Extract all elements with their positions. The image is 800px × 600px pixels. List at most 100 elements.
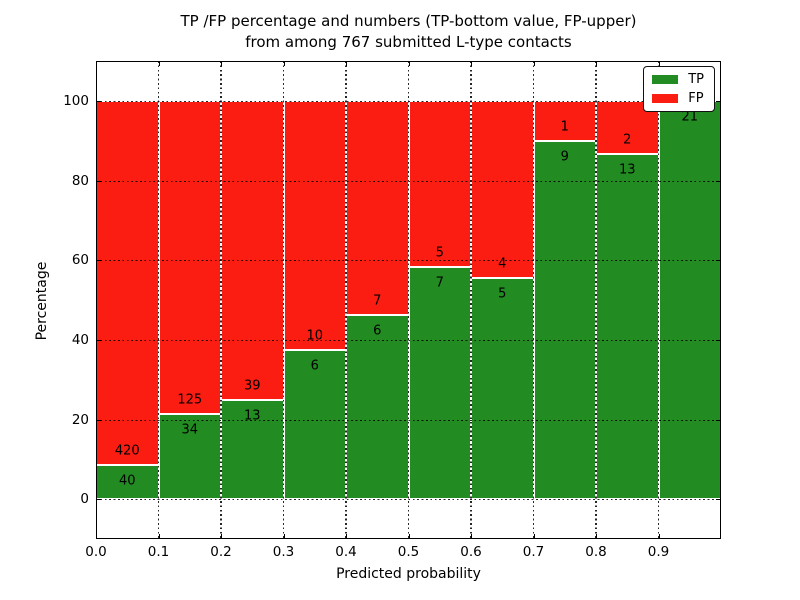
legend-label: FP xyxy=(688,91,704,106)
bar-count-label-fp: 125 xyxy=(177,392,203,408)
bar-count-label-fp: 10 xyxy=(306,328,324,344)
x-tick-mark xyxy=(596,61,598,66)
y-tick-label: 100 xyxy=(63,92,89,109)
gridline-vertical xyxy=(595,61,597,539)
x-tick-label: 0.6 xyxy=(460,544,482,560)
y-tick-label: 80 xyxy=(71,172,89,189)
bar-segment-tp xyxy=(158,413,221,500)
x-tick-mark xyxy=(596,534,598,539)
bar-count-label-tp: 21 xyxy=(681,109,699,125)
bar-count-label-fp: 1 xyxy=(560,119,569,135)
y-tick-label: 0 xyxy=(80,491,89,508)
bar-count-label-fp: 5 xyxy=(435,245,444,261)
x-tick-label: 0.9 xyxy=(647,544,670,560)
y-tick-mark xyxy=(96,339,101,342)
bar-segment-tp xyxy=(471,277,534,500)
bar-count-label-tp: 9 xyxy=(560,149,569,165)
x-tick-mark xyxy=(346,61,348,66)
gridline-vertical xyxy=(345,61,347,539)
x-tick-mark xyxy=(221,61,223,66)
bar-count-label-tp: 6 xyxy=(310,358,319,374)
bar-count-label-tp: 5 xyxy=(498,286,507,302)
chart-title: TP /FP percentage and numbers (TP-bottom… xyxy=(96,11,721,53)
x-tick-mark xyxy=(221,534,223,539)
x-tick-label: 0.0 xyxy=(85,544,107,560)
bar-segment-fp xyxy=(158,100,221,414)
bar-count-label-fp: 7 xyxy=(373,293,382,309)
y-tick-mark xyxy=(96,180,101,182)
x-tick-mark xyxy=(283,61,285,66)
y-tick-mark xyxy=(716,499,721,501)
y-tick-label: 40 xyxy=(71,331,89,348)
plot-area: 420 40 125 34 39 13 10 6 7 6 5 7 4 5 1 9 2 13 21 TP FP xyxy=(96,61,721,539)
bar-count-label-tp: 34 xyxy=(181,422,199,438)
gridline-vertical xyxy=(220,61,222,539)
x-tick-label: 0.2 xyxy=(210,544,232,560)
x-tick-mark xyxy=(346,534,348,539)
y-tick-mark xyxy=(96,260,101,262)
x-tick-label: 0.4 xyxy=(335,544,357,560)
x-tick-mark xyxy=(471,61,473,66)
y-tick-mark xyxy=(96,499,101,501)
y-tick-mark xyxy=(96,100,101,103)
x-tick-mark xyxy=(283,534,285,539)
x-tick-label: 0.8 xyxy=(585,544,607,560)
gridline-vertical xyxy=(157,61,160,539)
y-axis-label: Percentage xyxy=(34,261,50,341)
bar-segment-fp xyxy=(346,100,409,316)
x-tick-mark xyxy=(471,534,473,539)
y-tick-mark xyxy=(716,419,721,421)
x-tick-mark xyxy=(408,534,410,539)
gridline-vertical xyxy=(407,61,410,539)
y-tick-mark xyxy=(716,339,721,342)
gridline-vertical xyxy=(532,61,535,539)
bar-count-label-fp: 39 xyxy=(243,378,261,394)
bar-segment-tp xyxy=(96,464,159,500)
bar-segment-fp xyxy=(96,100,159,465)
chart-title-line2: from among 767 submitted L-type contacts xyxy=(245,33,572,51)
x-axis-label: Predicted probability xyxy=(336,566,481,582)
bar-count-label-fp: 420 xyxy=(114,443,140,459)
bar-count-label-tp: 40 xyxy=(118,473,136,489)
x-tick-mark xyxy=(96,534,98,539)
legend-entry-tp: TP xyxy=(652,73,704,86)
bar-count-label-fp: 2 xyxy=(623,132,632,148)
y-tick-mark xyxy=(96,419,101,421)
legend-label: TP xyxy=(688,72,704,87)
x-tick-mark xyxy=(533,534,535,539)
x-tick-mark xyxy=(96,61,98,66)
bar-count-label-tp: 13 xyxy=(618,162,636,178)
bar-segment-fp xyxy=(471,100,534,278)
bar-segment-tp xyxy=(596,153,659,500)
bar-count-label-tp: 6 xyxy=(373,323,382,339)
tp-swatch-icon xyxy=(652,75,679,84)
x-tick-mark xyxy=(533,61,535,66)
bar-count-label-tp: 13 xyxy=(243,408,261,424)
x-tick-label: 0.7 xyxy=(522,544,545,560)
bar-segment-tp xyxy=(408,266,471,500)
bar-segment-tp xyxy=(346,315,409,500)
y-tick-label: 60 xyxy=(71,252,89,269)
legend: TP FP xyxy=(643,66,715,112)
x-tick-mark xyxy=(408,61,410,66)
bar-segment-fp xyxy=(221,100,284,400)
x-tick-label: 0.3 xyxy=(272,544,295,560)
y-tick-mark xyxy=(716,100,721,103)
bar-segment-fp xyxy=(408,100,471,267)
gridline-vertical xyxy=(282,61,285,539)
y-tick-mark xyxy=(716,260,721,262)
x-tick-mark xyxy=(158,534,160,539)
x-tick-mark xyxy=(658,534,660,539)
bar-segment-fp xyxy=(283,100,346,350)
x-tick-label: 0.5 xyxy=(397,544,420,560)
bar-count-label-fp: 4 xyxy=(498,256,507,272)
y-tick-label: 20 xyxy=(71,411,89,428)
gridline-vertical xyxy=(657,61,660,539)
gridline-vertical xyxy=(470,61,472,539)
x-tick-mark xyxy=(658,61,660,66)
x-tick-mark xyxy=(158,61,160,66)
chart-title-line1: TP /FP percentage and numbers (TP-bottom… xyxy=(180,12,637,30)
fp-swatch-icon xyxy=(652,94,679,103)
legend-entry-fp: FP xyxy=(652,92,704,105)
